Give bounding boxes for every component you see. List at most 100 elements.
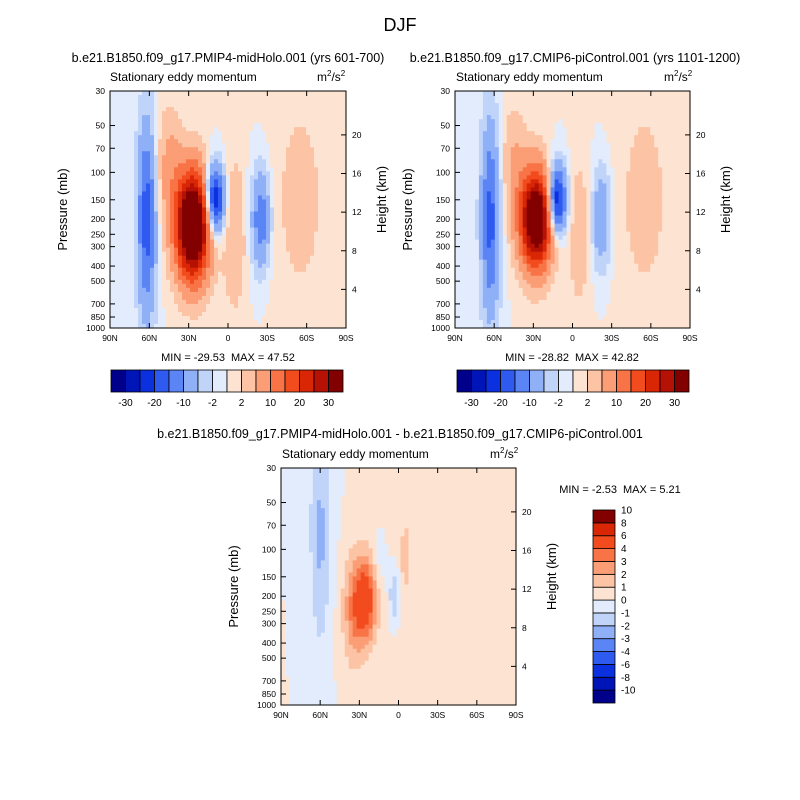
field-cell — [170, 135, 175, 140]
field-cell — [298, 215, 303, 221]
field-cell — [214, 315, 219, 321]
field-cell — [662, 175, 667, 180]
field-cell — [486, 139, 492, 144]
field-cell — [558, 135, 564, 140]
field-cell — [338, 267, 343, 273]
field-cell — [558, 103, 564, 108]
field-cell — [462, 159, 468, 164]
field-cell — [518, 139, 524, 144]
field-cell — [314, 287, 319, 293]
field-cell — [234, 123, 239, 128]
field-cell — [262, 179, 267, 184]
field-cell — [614, 135, 619, 140]
field-cell — [310, 315, 315, 321]
field-cell — [226, 227, 231, 233]
field-cell — [150, 147, 155, 152]
field-cell — [218, 259, 223, 265]
field-cell — [138, 207, 143, 213]
field-cell — [198, 127, 203, 132]
field-cell — [562, 131, 568, 136]
field-cell — [226, 199, 231, 205]
field-cell — [290, 243, 295, 249]
field-cell — [674, 115, 679, 120]
field-cell — [310, 235, 315, 241]
field-cell — [226, 267, 231, 273]
field-cell — [190, 147, 195, 152]
field-cell — [662, 163, 667, 168]
field-cell — [142, 283, 147, 289]
field-cell — [566, 111, 572, 116]
field-cell — [242, 143, 247, 148]
field-cell — [314, 239, 319, 245]
field-cell — [298, 323, 303, 329]
field-cell — [482, 155, 488, 160]
field-cell — [554, 115, 560, 120]
field-cell — [570, 139, 576, 144]
field-cell — [534, 159, 540, 164]
field-cell — [246, 203, 251, 209]
field-cell — [214, 247, 219, 253]
field-cell — [274, 115, 279, 120]
field-cell — [182, 91, 187, 96]
field-cell — [274, 291, 279, 297]
field-cell — [182, 287, 187, 293]
field-cell — [174, 179, 179, 184]
field-cell — [650, 111, 655, 116]
field-cell — [642, 179, 647, 184]
field-cell — [266, 147, 271, 152]
field-cell — [322, 135, 327, 140]
field-cell — [194, 155, 199, 160]
field-cell — [178, 251, 183, 257]
field-cell — [342, 219, 347, 225]
field-cell — [306, 127, 311, 132]
field-cell — [210, 111, 215, 116]
height-tick-label: 4 — [352, 284, 357, 294]
field-cell — [598, 143, 603, 148]
field-cell — [590, 127, 595, 132]
field-cell — [122, 247, 127, 253]
field-cell — [342, 179, 347, 184]
field-cell — [146, 219, 151, 225]
field-cell — [530, 139, 536, 144]
field-cell — [598, 139, 603, 144]
field-cell — [278, 291, 283, 297]
field-cell — [546, 151, 552, 156]
field-cell — [498, 175, 504, 180]
field-cell — [470, 139, 476, 144]
field-cell — [150, 107, 155, 112]
field-cell — [246, 163, 251, 168]
field-cell — [230, 247, 235, 253]
field-cell — [342, 167, 347, 172]
field-cell — [306, 299, 311, 305]
field-cell — [254, 235, 259, 241]
field-cell — [242, 235, 247, 241]
field-cell — [206, 219, 211, 225]
field-cell — [658, 107, 663, 112]
field-cell — [458, 151, 464, 156]
field-cell — [330, 259, 335, 265]
field-cell — [138, 199, 143, 205]
field-cell — [634, 183, 639, 189]
field-cell — [610, 175, 615, 180]
field-cell — [150, 203, 155, 209]
field-cell — [302, 175, 307, 180]
field-cell — [490, 183, 496, 189]
field-cell — [686, 103, 691, 108]
field-cell — [578, 91, 584, 96]
field-cell — [318, 259, 323, 265]
field-cell — [478, 179, 484, 184]
field-cell — [206, 235, 211, 241]
field-cell — [510, 95, 516, 100]
field-cell — [326, 139, 331, 144]
field-cell — [222, 275, 227, 281]
field-cell — [582, 163, 588, 168]
field-cell — [670, 179, 675, 184]
field-cell — [218, 103, 223, 108]
field-cell — [498, 183, 504, 189]
field-cell — [154, 131, 159, 136]
field-cell — [306, 235, 311, 241]
field-cell — [142, 135, 147, 140]
field-cell — [654, 151, 659, 156]
field-cell — [634, 103, 639, 108]
field-cell — [550, 107, 556, 112]
